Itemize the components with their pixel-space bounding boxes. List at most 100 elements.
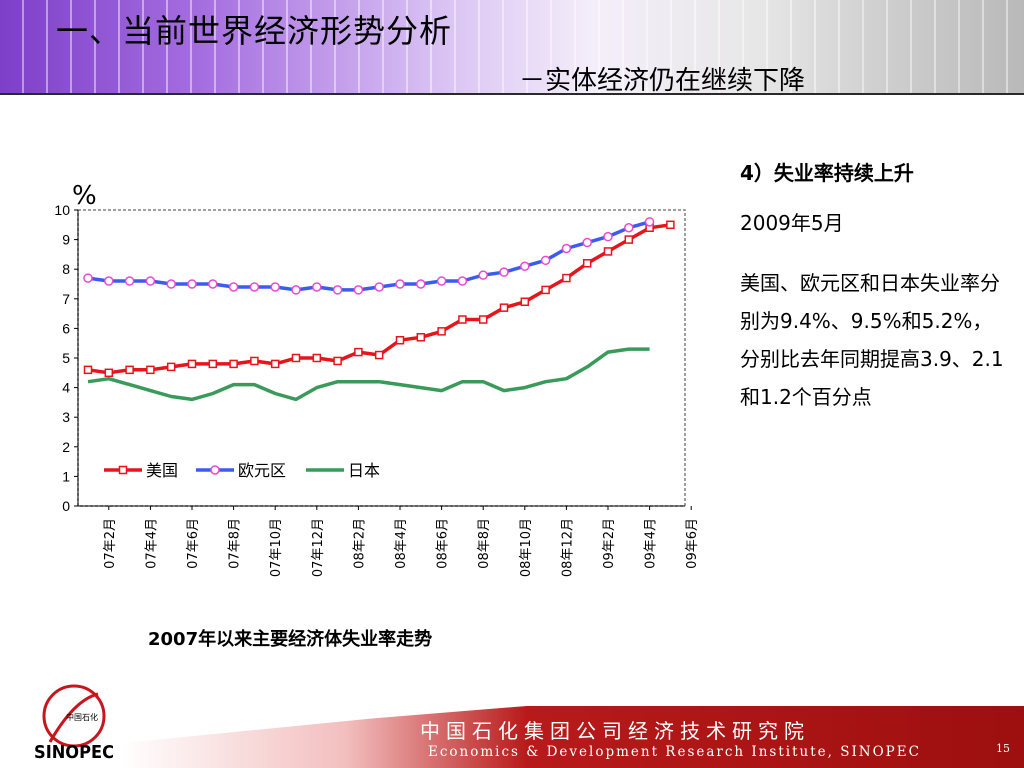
y-tick-label: 2: [62, 439, 70, 455]
y-tick-label: 5: [62, 350, 70, 366]
y-axis-unit-label: %: [72, 181, 97, 211]
slide-title: 一、当前世界经济形势分析: [56, 12, 453, 50]
data-point-eurozone: [520, 261, 530, 271]
data-point-eurozone: [187, 279, 197, 289]
legend-label-1: 欧元区: [238, 461, 286, 480]
data-point-us: [291, 353, 301, 363]
data-point-eurozone: [353, 285, 364, 295]
data-point-eurozone: [270, 282, 280, 292]
x-tick-label: 08年6月: [436, 518, 451, 569]
y-ticks: 0 1 2 3 4 5 6 7 8 9 10: [54, 202, 78, 514]
x-tick-label: 09年6月: [685, 518, 700, 569]
y-tick-label: 7: [62, 291, 70, 307]
data-point-us: [229, 359, 238, 369]
notes-date: 2009年5月: [740, 211, 844, 235]
data-point-eurozone: [416, 279, 426, 289]
x-tick-label: 07年12月: [311, 518, 326, 577]
data-point-us: [416, 333, 426, 342]
data-point-us: [104, 368, 114, 378]
data-point-eurozone: [332, 285, 343, 295]
data-point-us: [666, 220, 675, 230]
data-point-eurozone: [499, 267, 509, 277]
legend-marker-us: [118, 465, 128, 475]
data-point-us: [354, 347, 363, 357]
series-line-1: [87, 220, 651, 292]
series-lines: [83, 217, 675, 402]
notes-body: 美国、欧元区和日本失业率分别为9.4%、9.5%和5.2%，分别比去年同期提高3…: [740, 271, 1004, 409]
data-point-us: [250, 356, 259, 366]
x-tick-label: 07年2月: [103, 518, 118, 569]
data-point-eurozone: [457, 276, 468, 286]
footer-organization-cn: 中国石化集团公司经济技术研究院: [420, 719, 810, 743]
data-point-eurozone: [124, 276, 135, 286]
x-ticks: 07年2月 07年4月 07年6月 07年8月 07年10月 07年12月 08年2月 08年…: [103, 506, 700, 577]
footer-organization-en: Economics & Development Research Institu…: [428, 744, 921, 760]
page-number: 15: [996, 742, 1010, 755]
data-point-eurozone: [291, 285, 301, 295]
data-point-eurozone: [249, 282, 260, 292]
data-point-eurozone: [478, 270, 488, 280]
data-point-eurozone: [208, 279, 218, 289]
sinopec-logo: 中国石化 SINOPEC: [34, 684, 114, 763]
data-point-us: [312, 353, 322, 363]
x-tick-label: 09年4月: [644, 518, 659, 569]
data-point-eurozone: [83, 273, 93, 283]
header-divider: [0, 93, 1024, 95]
x-tick-label: 07年8月: [228, 518, 243, 569]
unemployment-chart: % 0 1 2 3 4 5 6 7 8 9 10 07年2月 07年4月 07年6月 07年8月 07年10…: [54, 181, 700, 577]
data-point-us: [478, 315, 488, 324]
data-point-eurozone: [228, 282, 239, 292]
data-point-us: [83, 365, 93, 375]
data-point-eurozone: [644, 217, 655, 227]
data-point-us: [458, 315, 467, 324]
y-tick-label: 9: [62, 232, 70, 248]
data-point-eurozone: [395, 279, 405, 289]
x-tick-label: 09年2月: [602, 518, 617, 569]
data-point-eurozone: [561, 243, 572, 254]
data-point-eurozone: [582, 237, 592, 248]
x-tick-label: 07年6月: [186, 518, 201, 569]
data-point-eurozone: [624, 223, 634, 233]
x-tick-label: 08年10月: [519, 518, 534, 577]
slide-subtitle: －实体经济仍在继续下降: [519, 66, 806, 96]
header-band: [0, 0, 1024, 93]
data-point-us: [208, 359, 218, 369]
data-point-us: [374, 350, 384, 360]
data-point-eurozone: [374, 282, 384, 292]
data-point-us: [582, 259, 592, 268]
x-tick-label: 08年8月: [477, 518, 492, 569]
data-point-us: [166, 362, 176, 372]
y-tick-label: 4: [62, 380, 70, 396]
logo-brand: SINOPEC: [34, 742, 114, 763]
x-tick-label: 08年2月: [352, 518, 367, 569]
data-point-us: [270, 359, 280, 369]
logo-text-cn: 中国石化: [66, 712, 98, 722]
data-point-us: [187, 359, 197, 369]
data-point-us: [562, 273, 571, 283]
data-point-eurozone: [104, 276, 114, 286]
chart-caption: 2007年以来主要经济体失业率走势: [148, 629, 433, 650]
notes-heading: 4）失业率持续上升: [740, 161, 914, 185]
data-point-us: [603, 247, 613, 256]
data-point-us: [333, 356, 342, 366]
data-point-eurozone: [145, 276, 156, 286]
y-tick-label: 6: [62, 320, 70, 336]
data-point-us: [520, 297, 530, 307]
legend-label-0: 美国: [146, 461, 178, 480]
y-tick-label: 8: [62, 261, 70, 277]
data-point-eurozone: [436, 276, 447, 286]
legend-label-2: 日本: [348, 461, 380, 480]
x-tick-label: 08年12月: [560, 518, 575, 577]
legend: 美国 欧元区 日本: [104, 461, 380, 480]
data-point-us: [125, 365, 134, 375]
x-tick-label: 07年10月: [269, 518, 284, 577]
series-line-2: [87, 347, 650, 402]
data-point-us: [437, 327, 446, 336]
data-point-us: [146, 365, 155, 375]
y-tick-label: 10: [54, 202, 70, 218]
data-point-us: [395, 335, 405, 345]
x-tick-label: 08年4月: [394, 518, 409, 569]
data-point-us: [541, 285, 550, 295]
notes-panel: 4）失业率持续上升 2009年5月 美国、欧元区和日本失业率分别为9.4%、9.…: [740, 162, 1005, 416]
data-point-eurozone: [540, 255, 551, 266]
